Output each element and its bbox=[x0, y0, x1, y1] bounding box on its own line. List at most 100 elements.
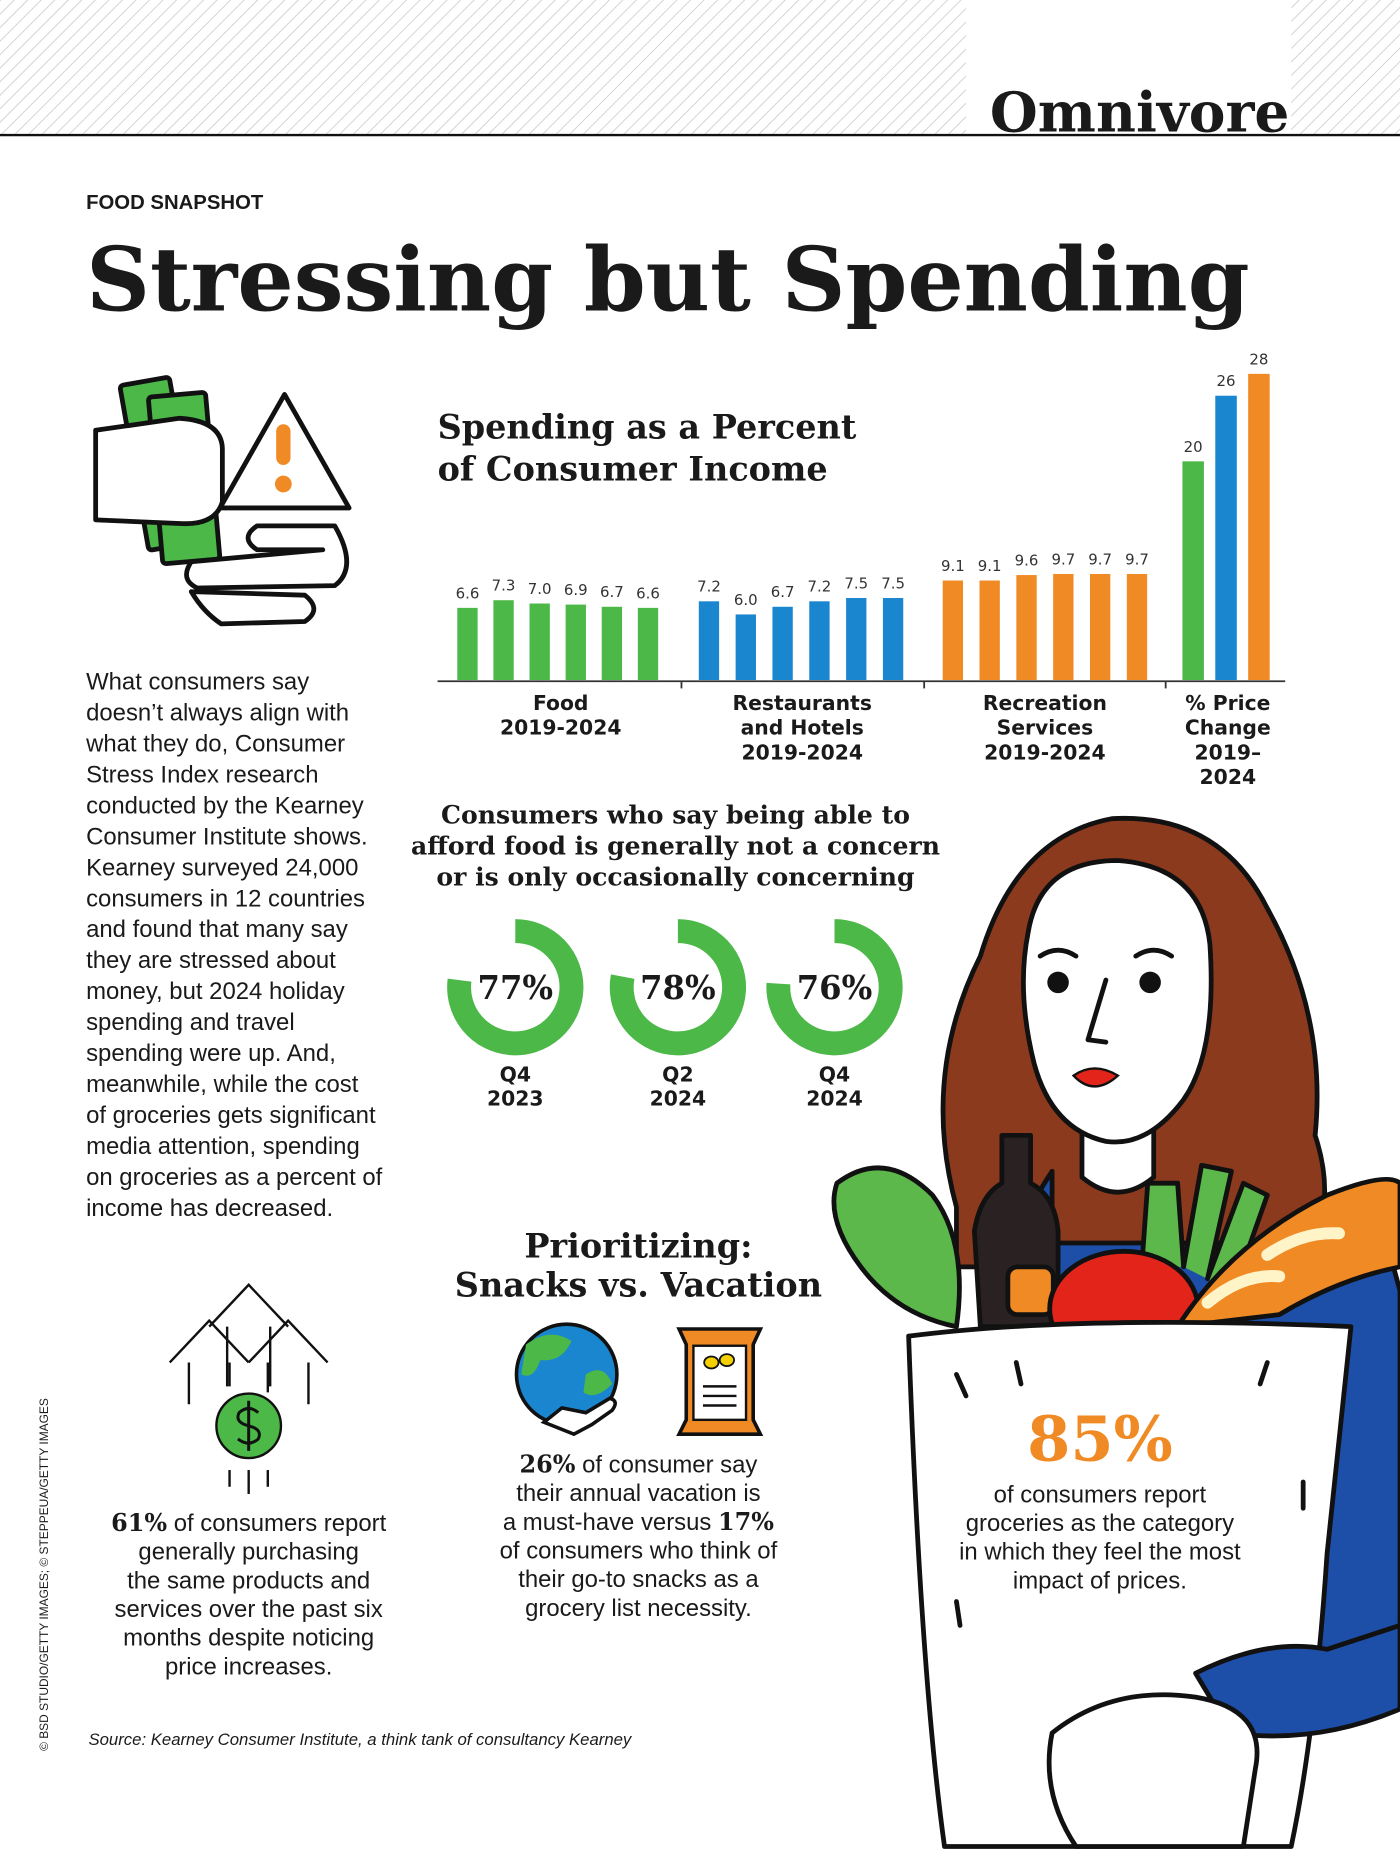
stat-line: groceries as the category bbox=[966, 1510, 1234, 1537]
value-label: 20 bbox=[1184, 438, 1203, 456]
chart-title: or is only occasionally concerning bbox=[436, 862, 914, 892]
value-label: 9.1 bbox=[978, 557, 1002, 575]
intro-line: they are stressed about bbox=[86, 947, 336, 974]
section-title: Prioritizing: bbox=[524, 1226, 752, 1265]
value-label: 6.0 bbox=[734, 591, 758, 609]
value-label: 6.7 bbox=[771, 583, 795, 601]
bar bbox=[772, 606, 793, 681]
donut-arc bbox=[447, 919, 584, 1056]
section-name: Omnivore bbox=[990, 79, 1289, 144]
stat-line: in which they feel the most bbox=[959, 1539, 1241, 1566]
stat-line: of consumers report bbox=[994, 1481, 1207, 1508]
donut-arc bbox=[609, 919, 746, 1056]
chart-title: of Consumer Income bbox=[438, 449, 828, 488]
woman-illustration bbox=[831, 815, 1400, 1849]
stat-line: services over the past six bbox=[115, 1596, 383, 1623]
category-label: 2019– bbox=[1194, 740, 1261, 764]
chart-title: afford food is generally not a concern bbox=[411, 831, 940, 861]
category-label: Restaurants bbox=[733, 691, 872, 715]
value-label: 6.6 bbox=[636, 584, 660, 602]
value-label: 7.5 bbox=[844, 574, 868, 592]
stat-line: the same products and bbox=[127, 1567, 370, 1594]
stat-line: price increases. bbox=[165, 1653, 332, 1680]
value-label: 6.6 bbox=[456, 584, 480, 602]
page-title: Stressing but Spending bbox=[86, 228, 1249, 332]
intro-line: What consumers say bbox=[86, 669, 309, 696]
section-box bbox=[966, 0, 1292, 136]
bar bbox=[601, 606, 623, 681]
intro-line: consumers in 12 countries bbox=[86, 885, 365, 912]
stat-text: of consumers report bbox=[174, 1510, 387, 1537]
category-label: Q4 bbox=[500, 1063, 531, 1087]
chart-title: Spending as a Percent bbox=[438, 408, 857, 447]
stat-line: their go-to snacks as a bbox=[518, 1566, 759, 1593]
chart-title: Consumers who say being able to bbox=[441, 799, 910, 829]
stat-text: a must-have versus bbox=[503, 1509, 712, 1536]
snack-icon bbox=[676, 1327, 764, 1436]
bar bbox=[735, 614, 756, 681]
category-label: 2019-2024 bbox=[741, 740, 863, 764]
category-label: and Hotels bbox=[741, 716, 864, 740]
category-label: 2023 bbox=[487, 1087, 544, 1111]
stat-figure: 61% bbox=[111, 1509, 167, 1537]
category-label: 2024 bbox=[806, 1087, 863, 1111]
value-label: 9.7 bbox=[1125, 550, 1149, 568]
stat-figure: 26% bbox=[519, 1450, 575, 1478]
bar bbox=[979, 580, 1000, 681]
stat-figure: 17% bbox=[718, 1508, 774, 1536]
value-label: 6.7 bbox=[600, 583, 624, 601]
bar bbox=[1126, 573, 1148, 681]
stat-line: impact of prices. bbox=[1013, 1567, 1187, 1594]
value-label: 7.0 bbox=[528, 580, 552, 598]
intro-line: conducted by the Kearney bbox=[86, 792, 364, 819]
bar bbox=[565, 604, 586, 681]
stat-line: a must-have versus 17% bbox=[503, 1508, 774, 1536]
donut-label: 78% bbox=[640, 969, 716, 1007]
category-label: % Price bbox=[1185, 691, 1270, 715]
donut-arc bbox=[766, 919, 903, 1056]
stat-line: grocery list necessity. bbox=[525, 1595, 752, 1622]
value-label: 7.3 bbox=[492, 577, 516, 595]
value-label: 6.9 bbox=[564, 581, 588, 599]
category-label: 2019-2024 bbox=[500, 716, 622, 740]
bar bbox=[882, 598, 904, 681]
bar bbox=[1215, 395, 1237, 681]
source: Source: Kearney Consumer Institute, a th… bbox=[88, 1730, 632, 1749]
category-label: Q2 bbox=[662, 1063, 693, 1087]
bar bbox=[529, 603, 550, 681]
intro-line: on groceries as a percent of bbox=[86, 1164, 383, 1191]
intro-line: money, but 2024 holiday bbox=[86, 978, 345, 1005]
value-label: 9.7 bbox=[1051, 550, 1075, 568]
bar bbox=[698, 601, 720, 681]
intro-line: what they do, Consumer bbox=[85, 731, 345, 758]
value-label: 9.1 bbox=[941, 557, 965, 575]
category-label: 2019-2024 bbox=[984, 740, 1106, 764]
bar bbox=[809, 601, 830, 681]
value-label: 7.5 bbox=[881, 574, 905, 592]
category-label: 2024 bbox=[1200, 765, 1257, 789]
intro-line: media attention, spending bbox=[86, 1133, 360, 1160]
intro-line: Stress Index research bbox=[86, 761, 318, 788]
money-icon bbox=[93, 375, 352, 627]
dollar-sign bbox=[236, 1400, 261, 1451]
stat-line: 61% of consumers report bbox=[111, 1509, 386, 1537]
stat-line: of consumers who think of bbox=[500, 1537, 778, 1564]
category-label: Food bbox=[533, 691, 589, 715]
bar bbox=[1053, 573, 1074, 681]
category-label: Q4 bbox=[819, 1063, 850, 1087]
intro-line: Kearney surveyed 24,000 bbox=[86, 854, 358, 881]
bar bbox=[1182, 461, 1204, 681]
stat-text: of consumer say bbox=[582, 1451, 757, 1478]
bar bbox=[493, 600, 514, 681]
stat-line: 26% of consumer say bbox=[519, 1450, 757, 1478]
category-label: Services bbox=[997, 716, 1094, 740]
stat-line: months despite noticing bbox=[123, 1625, 374, 1652]
category-label: Change bbox=[1185, 716, 1271, 740]
section-title: Snacks vs. Vacation bbox=[455, 1266, 822, 1305]
value-label: 7.2 bbox=[697, 578, 721, 596]
bar bbox=[1248, 373, 1270, 681]
category-label: Recreation bbox=[983, 691, 1107, 715]
globe-icon bbox=[514, 1322, 619, 1437]
